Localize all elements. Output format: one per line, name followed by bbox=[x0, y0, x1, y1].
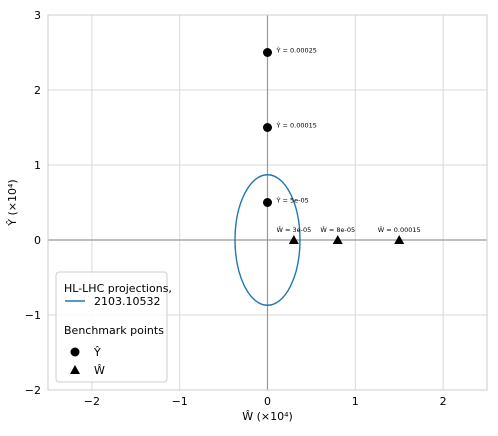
y-hat-benchmark-point bbox=[263, 198, 272, 207]
w-hat-point-label: Ŵ = 0.00015 bbox=[378, 225, 421, 234]
y-hat-benchmark-point bbox=[263, 48, 272, 57]
x-tick-labels: −2 −1 0 1 2 bbox=[84, 395, 447, 408]
plot-frame bbox=[47, 14, 488, 391]
y-hat-point-label: Ŷ = 5e-05 bbox=[276, 196, 309, 205]
y-tick-labels: −2 −1 0 1 2 3 bbox=[25, 9, 41, 397]
w-hat-benchmark-point bbox=[394, 235, 405, 244]
legend-box bbox=[55, 271, 168, 383]
x-tick-label: 2 bbox=[440, 395, 447, 408]
w-hat-benchmark-point bbox=[332, 235, 343, 244]
w-hat-point-label: Ŵ = 8e-05 bbox=[320, 225, 355, 234]
data-points: Ŷ = 0.00025 Ŷ = 0.00015 Ŷ = 5e-05 Ŵ = 3e-05… bbox=[263, 46, 421, 244]
legend-triangle-label: Ŵ bbox=[94, 364, 105, 377]
y-tick-label: 0 bbox=[34, 234, 41, 247]
w-hat-benchmark-point bbox=[288, 235, 299, 244]
y-tick-label: −1 bbox=[25, 309, 41, 322]
legend-circle-label: Ŷ bbox=[93, 346, 101, 359]
y-tick-label: −2 bbox=[25, 384, 41, 397]
legend-line-label-2: 2103.10532 bbox=[94, 295, 160, 308]
hl-lhc-projection-ellipse bbox=[234, 174, 301, 306]
legend-circle-marker bbox=[70, 347, 80, 357]
y-tick-label: 2 bbox=[34, 84, 41, 97]
y-tick-label: 3 bbox=[34, 9, 41, 22]
legend-line-label-1: HL-LHC projections, bbox=[64, 282, 172, 295]
x-tick-label: −1 bbox=[172, 395, 188, 408]
x-axis-label: Ŵ (×10⁴) bbox=[242, 410, 293, 423]
x-tick-label: 0 bbox=[264, 395, 271, 408]
y-tick-label: 1 bbox=[34, 159, 41, 172]
legend-triangle-marker bbox=[70, 365, 80, 374]
y-hat-benchmark-point bbox=[263, 123, 272, 132]
w-hat-point-label: Ŵ = 3e-05 bbox=[276, 225, 311, 234]
legend-section-title: Benchmark points bbox=[64, 324, 164, 337]
y-hat-point-label: Ŷ = 0.00015 bbox=[276, 121, 317, 130]
y-hat-point-label: Ŷ = 0.00025 bbox=[276, 46, 317, 55]
x-tick-label: 1 bbox=[352, 395, 359, 408]
legend: HL-LHC projections, 2103.10532 Benchmark… bbox=[55, 271, 172, 383]
y-axis-label: Ŷ (×10⁴) bbox=[6, 179, 19, 226]
x-tick-label: −2 bbox=[84, 395, 100, 408]
